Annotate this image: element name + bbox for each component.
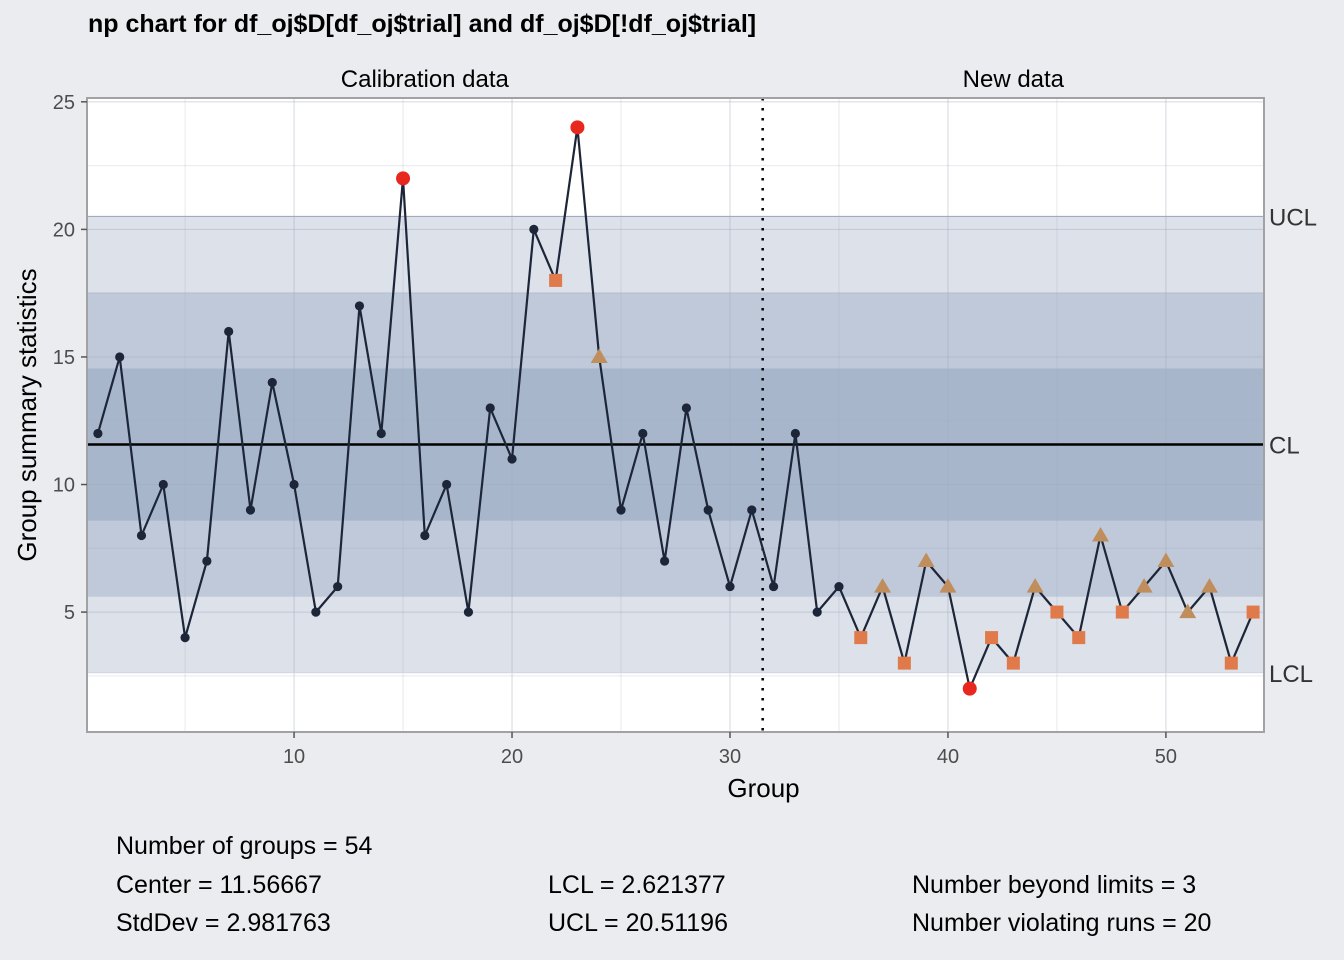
data-point (311, 607, 321, 617)
x-tick-label: 40 (937, 746, 959, 768)
data-point (289, 479, 299, 490)
data-point-run-violation (1224, 656, 1238, 670)
data-point (616, 505, 626, 515)
data-point (747, 505, 757, 515)
data-point (660, 556, 670, 566)
data-point (420, 530, 430, 541)
data-point (725, 581, 735, 592)
data-point (376, 428, 386, 439)
data-point (768, 581, 779, 592)
data-point-run-violation (1179, 603, 1197, 619)
stat-beyond-limits: Number beyond limits = 3 (912, 871, 1197, 899)
grid-lines (87, 98, 1264, 732)
cl-label: CL (1269, 433, 1300, 460)
data-point (681, 403, 691, 413)
data-point (507, 454, 517, 464)
y-tick-label: 15 (53, 347, 75, 369)
data-point-run-violation (1246, 605, 1260, 619)
stat-number-of-groups: Number of groups = 54 (116, 832, 373, 860)
data-point (638, 428, 648, 439)
data-point (703, 505, 713, 515)
data-point-run-violation (874, 578, 892, 593)
data-point-run-violation (1026, 578, 1044, 593)
data-point-beyond-limits (570, 120, 585, 135)
section-label: Calibration data (341, 66, 510, 93)
data-point-run-violation (1135, 578, 1153, 593)
data-point-run-violation (1006, 656, 1020, 670)
x-tick-label: 10 (283, 746, 305, 768)
ucl-label: UCL (1269, 204, 1317, 231)
data-point-run-violation (939, 578, 957, 593)
data-point (834, 581, 844, 592)
data-point-run-violation (549, 273, 563, 287)
data-point (812, 607, 822, 617)
data-point (136, 530, 147, 541)
data-point-run-violation (1050, 605, 1064, 619)
data-point (180, 633, 190, 643)
data-point (463, 607, 474, 617)
stat-lcl: LCL = 2.621377 (548, 871, 726, 899)
limit-lines (87, 98, 1264, 732)
lcl-label: LCL (1269, 661, 1313, 688)
data-point (790, 428, 800, 439)
data-point (245, 505, 256, 515)
data-point (224, 326, 234, 337)
x-tick-label: 20 (501, 746, 523, 768)
y-tick-label: 5 (64, 602, 75, 624)
data-point (93, 428, 103, 439)
data-point-run-violation (985, 631, 999, 645)
stat-ucl: UCL = 20.51196 (548, 909, 728, 937)
stat-stddev: StdDev = 2.981763 (116, 909, 331, 937)
data-points (93, 120, 1260, 696)
data-point (485, 403, 495, 413)
data-point-run-violation (897, 656, 911, 670)
y-tick-label: 10 (53, 475, 75, 497)
data-point-run-violation (1072, 631, 1086, 645)
chart-labels: 5 10 15 20 25 10 20 30 40 50 Group Group summary st… (12, 66, 1317, 803)
data-point (442, 479, 452, 490)
data-point (267, 377, 277, 388)
stat-violating-runs: Number violating runs = 20 (912, 909, 1212, 937)
y-tick-label: 25 (53, 92, 75, 114)
data-point (354, 301, 365, 311)
data-point-run-violation (854, 631, 868, 645)
data-point-run-violation (1201, 578, 1219, 593)
x-tick-label: 30 (719, 746, 741, 768)
section-label: New data (963, 66, 1065, 93)
data-point-run-violation (1115, 605, 1129, 619)
plot-panel (87, 98, 1264, 732)
data-point (333, 581, 343, 592)
data-point (529, 224, 539, 234)
data-point-beyond-limits (962, 681, 977, 696)
data-point (202, 556, 212, 566)
np-chart: 5 10 15 20 25 10 20 30 40 50 Group Group summary st… (12, 66, 1317, 803)
data-point-run-violation (590, 348, 608, 363)
data-point (115, 352, 125, 362)
stat-center: Center = 11.56667 (116, 871, 322, 899)
data-point-run-violation (917, 552, 935, 568)
y-axis-title: Group summary statistics (12, 268, 42, 561)
data-point-run-violation (1092, 527, 1110, 542)
plot-border (86, 97, 1265, 733)
data-point-run-violation (1157, 552, 1175, 568)
data-point (158, 479, 168, 490)
data-point-beyond-limits (396, 171, 411, 186)
chart-title: np chart for df_oj$D[df_oj$trial] and df… (88, 10, 757, 38)
x-tick-label: 50 (1155, 746, 1177, 768)
x-axis-title: Group (727, 773, 799, 803)
axes (81, 97, 1265, 738)
y-tick-label: 20 (53, 219, 75, 241)
